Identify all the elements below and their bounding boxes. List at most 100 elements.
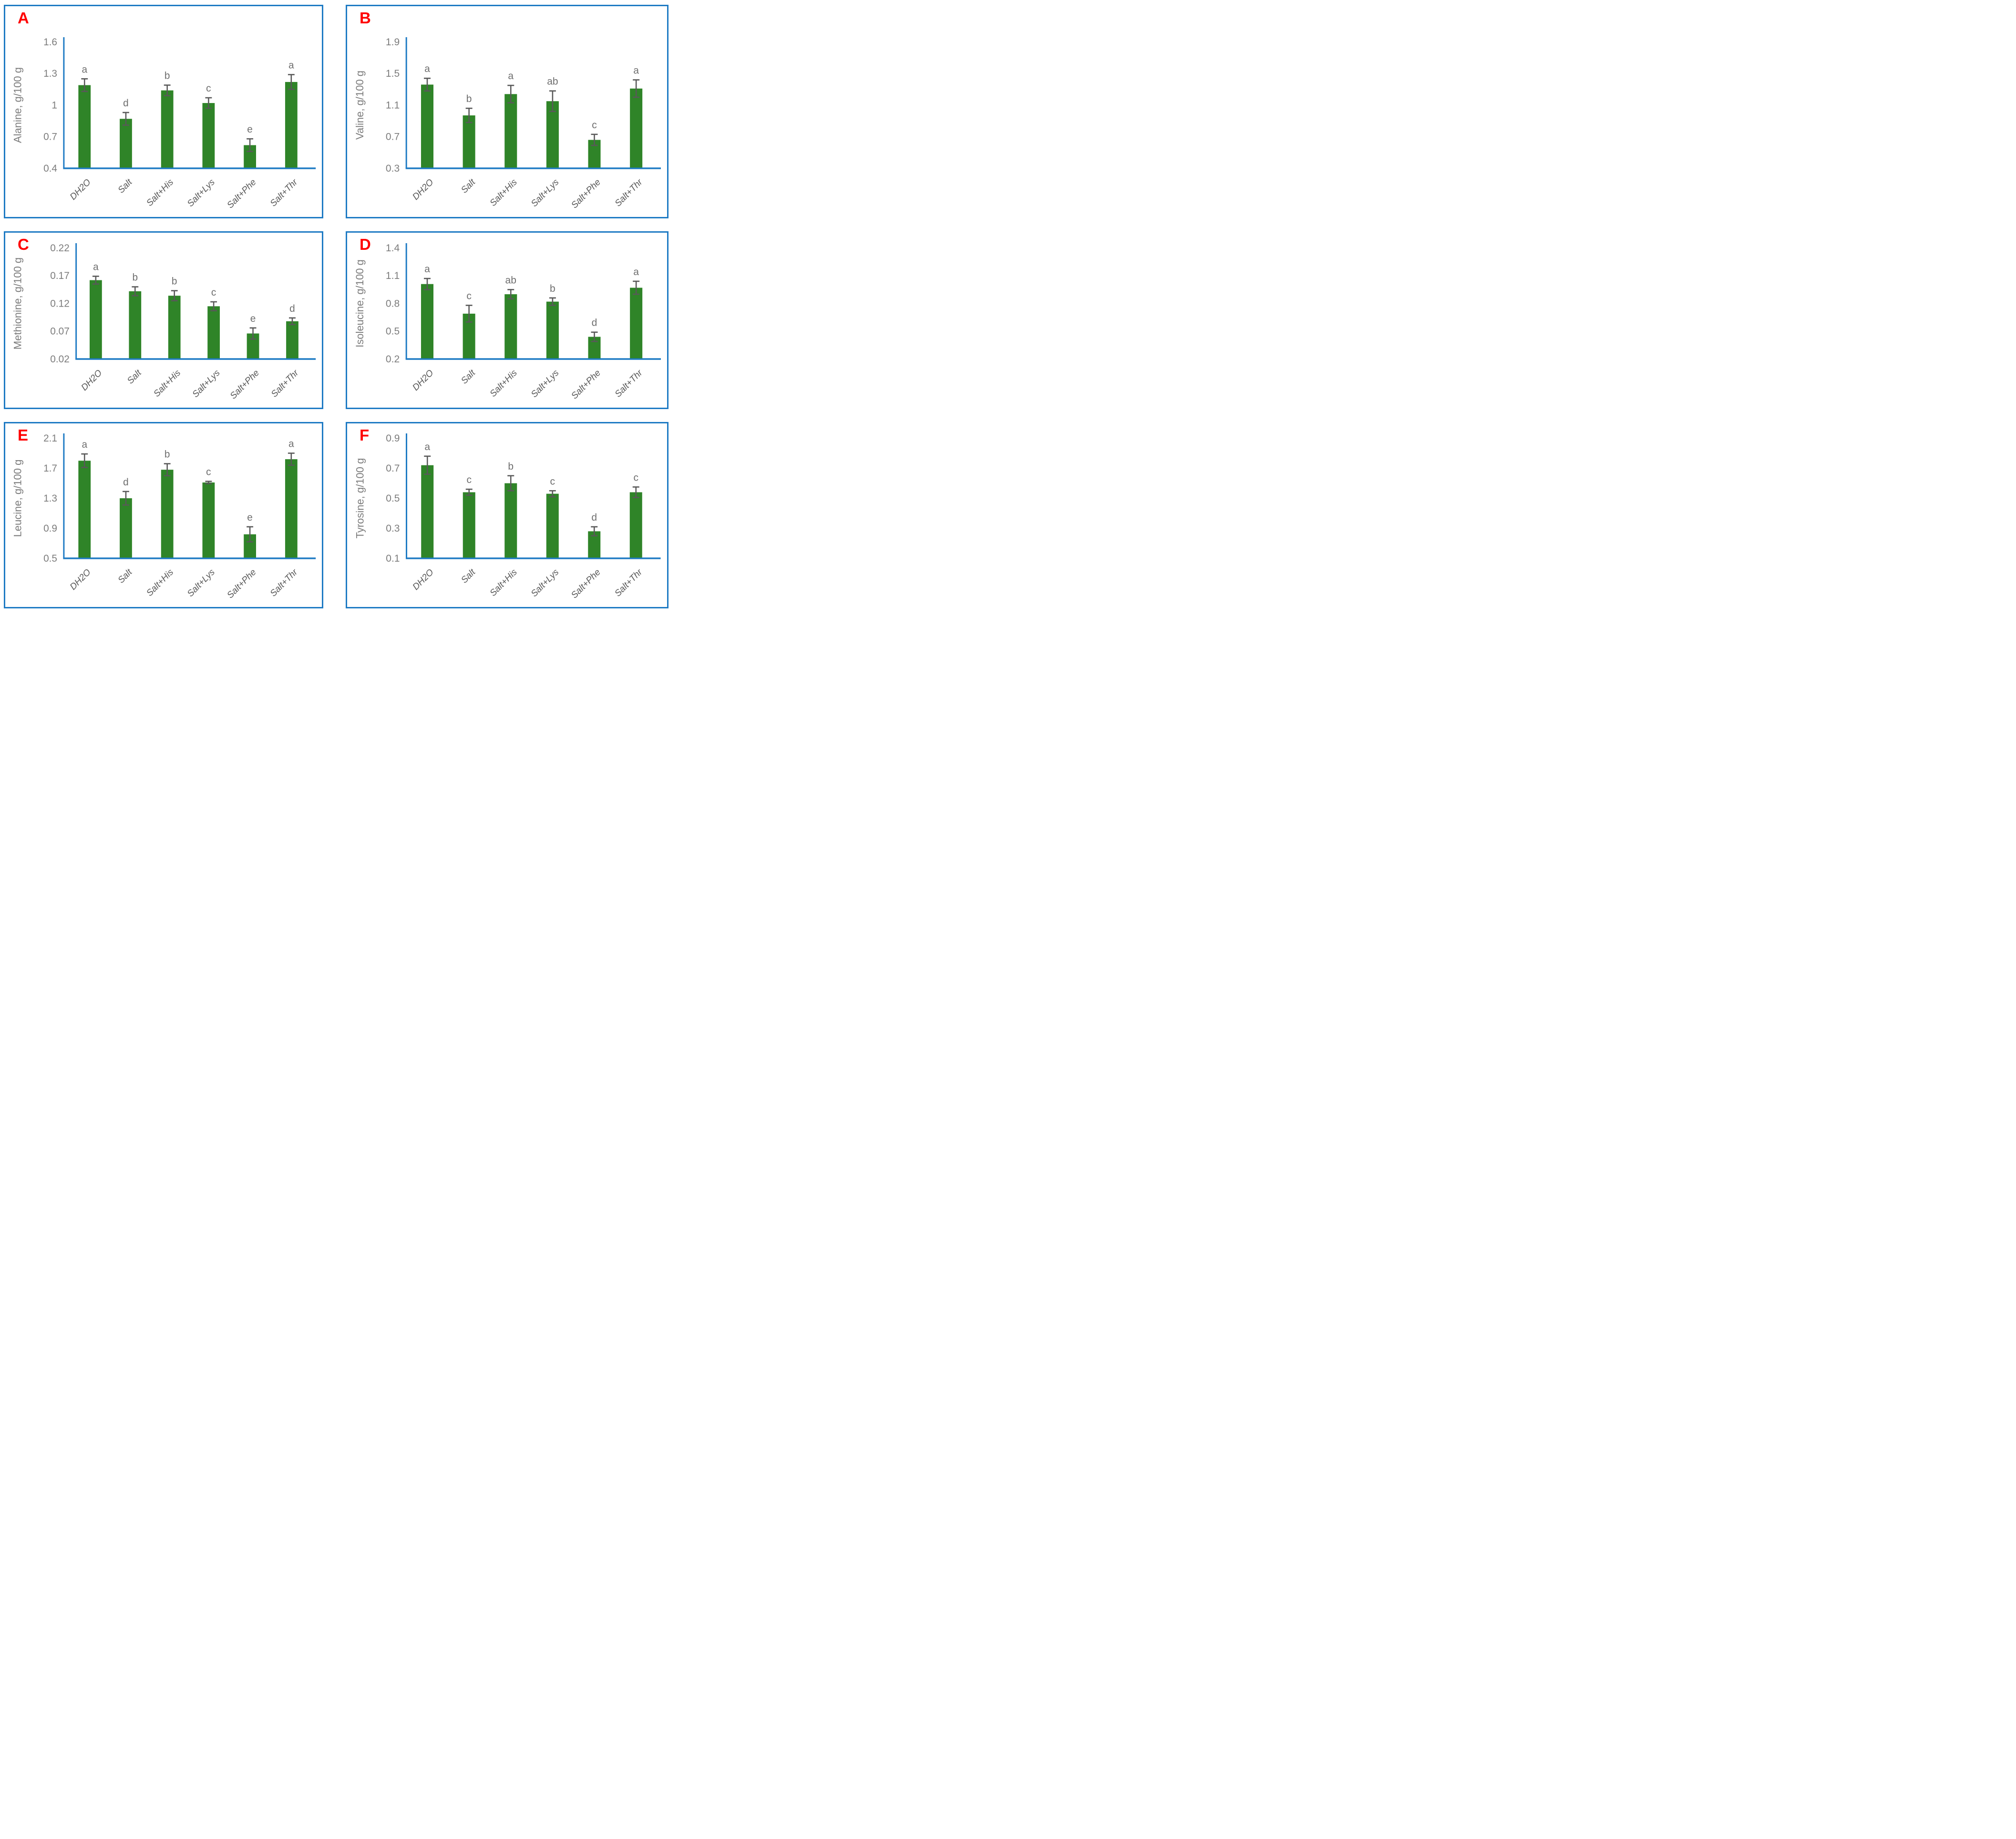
y-axis-title: Isoleucine, g/100 g (354, 259, 366, 348)
y-tick-label: 1.4 (386, 243, 400, 254)
y-tick-label: 0.3 (386, 163, 400, 174)
significance-letter: a (633, 267, 639, 277)
bar-Salt (463, 492, 475, 558)
bar-Salt+Lys (202, 103, 215, 168)
significance-letter: c (467, 474, 472, 485)
x-axis-label-Salt+Lys: Salt+Lys (191, 368, 222, 400)
significance-letter: a (288, 438, 294, 449)
y-tick-label: 0.5 (386, 326, 400, 337)
x-axis-label-Salt+Lys: Salt+Lys (529, 177, 561, 209)
bar-Salt+Lys (546, 493, 559, 558)
significance-letter: c (206, 83, 211, 94)
y-tick-label: 1.3 (43, 68, 57, 79)
panel-c: C Methionine, g/100 g 0.02 0.07 0.12 0.17 0.2… (4, 231, 323, 409)
bar-chart-leucine: Leucine, g/100 g 0.5 0.9 1.3 1.7 2.1 a DH2O d Sal… (12, 433, 316, 601)
x-axis-label-DH2O: DH2O (411, 567, 436, 592)
y-axis-title: Tyrosine, g/100 g (354, 458, 366, 539)
bar-Salt+Lys (546, 301, 559, 359)
x-axis-label-Salt+Lys: Salt+Lys (529, 368, 561, 400)
significance-letter: c (466, 290, 472, 301)
y-axis-title: Leucine, g/100 g (12, 460, 24, 537)
bar-Salt+Thr (630, 88, 643, 168)
y-tick-label: 0.7 (386, 463, 400, 474)
significance-letter: ab (505, 275, 516, 286)
x-axis-label-Salt: Salt (116, 177, 134, 195)
panel-f-letter: F (360, 426, 370, 444)
x-axis-label-Salt+Phe: Salt+Phe (569, 177, 603, 211)
y-tick-label: 0.1 (386, 553, 400, 564)
y-tick-label: 0.02 (50, 354, 69, 365)
y-tick-label: 0.9 (386, 433, 400, 444)
y-tick-label: 0.2 (386, 354, 400, 365)
panel-d-letter: D (360, 236, 371, 253)
bar-Salt+Thr (629, 492, 642, 558)
panel-d: D Isoleucine, g/100 g 0.2 0.5 0.8 1.1 1.4 a DH2… (346, 231, 669, 409)
panel-e: E Leucine, g/100 g 0.5 0.9 1.3 1.7 2.1 a DH2O d S… (4, 422, 323, 608)
figure-page: A Alanine, g/100 g 0.4 0.7 1 1.3 1.6 a DH2O d Sal… (0, 0, 672, 613)
significance-letter: b (172, 276, 177, 287)
significance-letter: c (592, 120, 597, 131)
significance-letter: a (82, 439, 87, 450)
x-axis-label-DH2O: DH2O (68, 567, 93, 592)
significance-letter: b (165, 70, 170, 81)
y-tick-label: 0.8 (386, 298, 400, 309)
x-axis-label-Salt+Thr: Salt+Thr (613, 368, 645, 399)
significance-letter: c (206, 466, 211, 477)
y-tick-label: 0.4 (43, 163, 57, 174)
bar-DH2O (78, 461, 91, 558)
significance-letter: ab (547, 76, 558, 87)
y-axis-title: Valine, g/100 g (354, 71, 366, 140)
bar-Salt+His (504, 294, 517, 359)
bar-Salt+Thr (286, 321, 298, 359)
bar-Salt+His (161, 90, 174, 168)
bar-Salt+His (161, 470, 174, 558)
bar-Salt+Lys (207, 306, 220, 359)
x-axis-label-Salt+Thr: Salt+Thr (613, 177, 645, 208)
significance-letter: b (466, 93, 472, 104)
significance-letter: e (250, 313, 256, 324)
bar-chart-tyrosine: Tyrosine, g/100 g 0.1 0.3 0.5 0.7 0.9 a DH2O c Sa… (354, 433, 661, 601)
x-axis-label-Salt: Salt (459, 177, 478, 195)
x-axis-label-Salt+His: Salt+His (152, 368, 183, 399)
x-axis-label-Salt+Phe: Salt+Phe (569, 567, 603, 601)
significance-letter: e (247, 512, 253, 523)
y-tick-label: 0.7 (43, 132, 57, 143)
y-tick-label: 1.3 (43, 493, 57, 504)
panel-a-letter: A (18, 9, 29, 27)
panel-c-letter: C (18, 236, 29, 253)
significance-letter: a (82, 64, 87, 75)
bar-DH2O (421, 84, 434, 168)
x-axis-label-Salt: Salt (459, 567, 478, 586)
significance-letter: c (550, 476, 555, 487)
panel-b-letter: B (360, 9, 371, 27)
significance-letter: d (592, 318, 597, 329)
panel-grid: A Alanine, g/100 g 0.4 0.7 1 1.3 1.6 a DH2O d Sal… (4, 5, 669, 608)
significance-letter: d (289, 303, 295, 314)
y-tick-label: 0.3 (386, 523, 400, 534)
significance-letter: a (633, 65, 639, 76)
panel-b: B Valine, g/100 g 0.3 0.7 1.1 1.5 1.9 a DH2O b Sa… (346, 5, 669, 218)
y-axis-title: Alanine, g/100 g (12, 67, 24, 143)
bar-Salt (120, 119, 132, 168)
bar-Salt (120, 498, 132, 558)
bar-Salt+His (504, 483, 517, 558)
significance-letter: d (123, 98, 129, 109)
y-tick-label: 0.5 (386, 493, 400, 504)
y-tick-label: 0.22 (50, 243, 69, 254)
x-axis-label-Salt+His: Salt+His (488, 368, 520, 399)
x-axis-label-Salt+Phe: Salt+Phe (225, 567, 258, 601)
y-tick-label: 2.1 (43, 433, 57, 444)
x-axis-label-Salt+His: Salt+His (144, 177, 175, 208)
significance-letter: b (133, 272, 138, 283)
y-tick-label: 1.6 (43, 37, 57, 48)
panel-a: A Alanine, g/100 g 0.4 0.7 1 1.3 1.6 a DH2O d Sal… (4, 5, 323, 218)
x-axis-label-Salt: Salt (116, 567, 134, 586)
significance-letter: b (508, 461, 514, 472)
x-axis-label-Salt+His: Salt+His (488, 567, 520, 598)
bar-DH2O (421, 465, 434, 558)
y-tick-label: 0.5 (43, 553, 57, 564)
significance-letter: a (508, 71, 514, 82)
significance-letter: a (424, 63, 430, 74)
x-axis-label-DH2O: DH2O (68, 177, 93, 202)
x-axis-label-DH2O: DH2O (80, 368, 104, 392)
